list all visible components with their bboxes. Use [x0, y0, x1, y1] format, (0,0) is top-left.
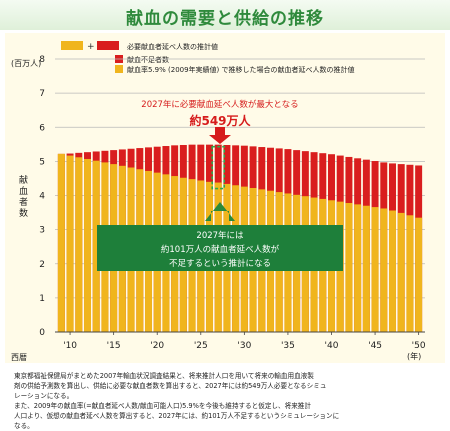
y-tick-label: 3 — [39, 226, 45, 236]
supply-bar — [406, 215, 414, 332]
y-tick-label: 0 — [39, 328, 45, 338]
x-tick-label: '40 — [325, 341, 339, 351]
legend-demand-label: 必要献血者延べ人数の推計値 — [127, 42, 218, 51]
x-tick-label: '45 — [368, 341, 382, 351]
note-line: 剤の供給予測数を算出し、供給に必要な献血者数を算出すると、2027年には約549… — [14, 382, 327, 390]
legend: + 必要献血者延べ人数の推計値 献血不足者数 献血率5.9% (2009年実績値… — [61, 41, 355, 74]
title-banner — [0, 0, 450, 30]
chart-frame: + 必要献血者延べ人数の推計値 献血不足者数 献血率5.9% (2009年実績値… — [5, 33, 445, 363]
legend-supply-swatch-a — [61, 41, 83, 50]
page-title: 献血の需要と供給の推移 — [126, 9, 324, 29]
x-tick-label: '20 — [150, 341, 164, 351]
x-tick-label: '35 — [281, 341, 295, 351]
supply-bar — [57, 153, 65, 332]
legend-plus: + — [87, 42, 95, 52]
annotation-box-line-3: 不足するという推計になる — [169, 258, 271, 269]
supply-bar — [415, 217, 423, 332]
red-down-arrow — [209, 127, 231, 144]
legend-shortage-label: 献血不足者数 — [127, 55, 169, 64]
highlight-dashed-box — [211, 145, 226, 190]
annotation-box-line-1: 2027年には — [196, 230, 244, 241]
y-ticks: 0 1 2 3 4 5 6 7 8 — [39, 55, 45, 338]
y-tick-label: 6 — [39, 123, 45, 133]
supply-bar — [84, 158, 91, 332]
x-tick-label: '50 — [412, 341, 426, 351]
x-era-label: 西暦 — [11, 353, 27, 362]
legend-demand-swatch — [97, 41, 119, 50]
supply-bar — [75, 157, 83, 332]
note-line: なる。 — [14, 422, 34, 430]
note-line: 東京都福祉保健局がまとめた2007年輸血状況調査結果と、将来推計人口を用いて将来… — [14, 372, 314, 380]
notes: 東京都福祉保健局がまとめた2007年輸血状況調査結果と、将来推計人口を用いて将来… — [14, 371, 439, 431]
supply-bar — [389, 210, 396, 332]
note-line: レーションになる。 — [14, 392, 74, 400]
supply-bar — [397, 212, 405, 332]
y-tick-label: 1 — [39, 294, 45, 304]
legend-supply-swatch — [115, 65, 123, 73]
annotation-box — [97, 225, 343, 271]
x-unit-label: (年) — [407, 351, 421, 361]
supply-bar — [345, 203, 353, 332]
x-tick-label: '25 — [194, 341, 208, 351]
supply-bar — [354, 204, 362, 332]
x-tick-label: '15 — [107, 341, 121, 351]
supply-bar — [371, 207, 379, 332]
y-axis-title: 献血者数 — [19, 174, 28, 219]
y-unit-label: (百万人) — [11, 59, 41, 68]
note-line: また、2009年の献血率(=献血者延べ人数/献血可能人口)5.9%を今後も維持す… — [14, 402, 311, 410]
annotation-box-line-2: 約101万人の献血者延べ人数が — [161, 244, 280, 255]
top-annotation-value: 約549万人 — [189, 113, 251, 128]
x-ticks: '10 '15 '20 '25 '30 '35 '40 '45 '50 — [63, 332, 426, 351]
legend-supply-label: 献血率5.9% (2009年実績値) で推移した場合の献血者延べ人数の推計値 — [127, 65, 355, 74]
x-tick-label: '10 — [63, 341, 77, 351]
y-tick-label: 5 — [39, 157, 45, 167]
supply-bar — [380, 208, 388, 332]
chart-svg: + 必要献血者延べ人数の推計値 献血不足者数 献血率5.9% (2009年実績値… — [11, 41, 426, 362]
y-tick-label: 7 — [39, 89, 45, 99]
y-tick-label: 8 — [39, 55, 45, 65]
supply-bar — [92, 160, 100, 332]
supply-bar — [66, 155, 74, 332]
note-line: 人口より、仮想の献血者延べ人数を算出すると、2027年には、約101万人不足する… — [14, 412, 340, 420]
y-tick-label: 2 — [39, 260, 45, 270]
green-up-arrow — [205, 202, 235, 221]
supply-bar — [362, 205, 370, 332]
x-tick-label: '30 — [237, 341, 251, 351]
y-tick-label: 4 — [39, 192, 45, 202]
top-annotation-line: 2027年に必要献血延べ人数が最大となる — [141, 99, 298, 110]
